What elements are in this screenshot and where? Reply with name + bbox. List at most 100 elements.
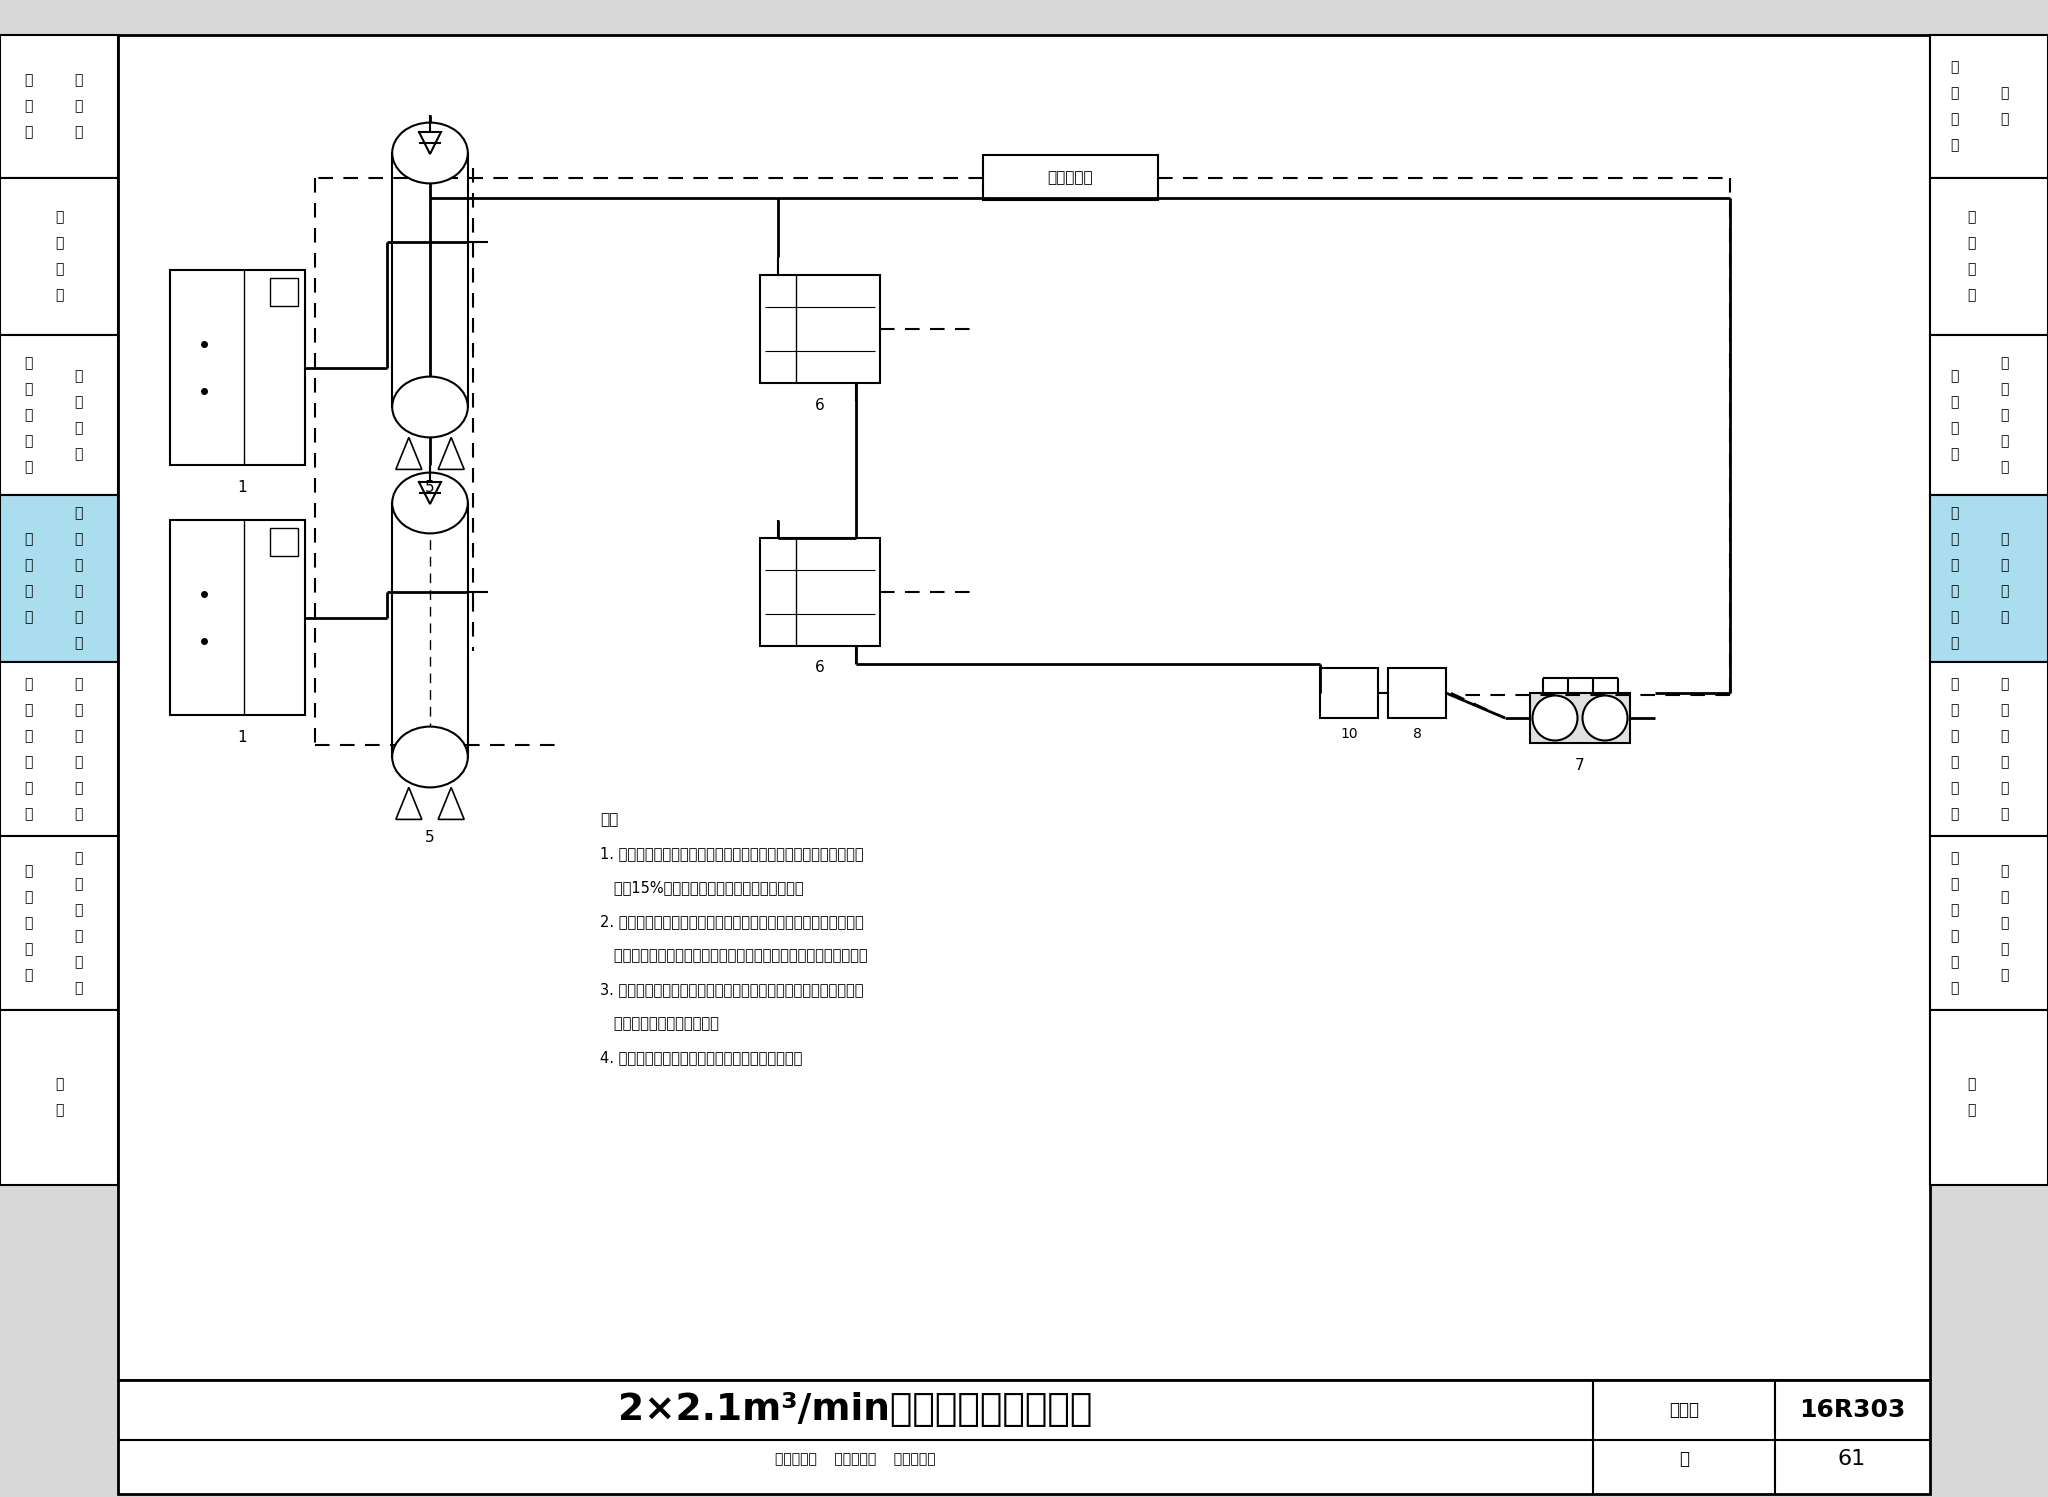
Text: 5: 5 [426, 829, 434, 844]
Text: 与: 与 [1999, 409, 2009, 422]
Text: 5: 5 [426, 481, 434, 496]
Text: 术: 术 [74, 448, 82, 461]
Text: 审核林向阳    校对袁白妹    设计马玉海: 审核林向阳 校对袁白妹 设计马玉海 [774, 1452, 936, 1466]
Bar [119, 1380, 1929, 1494]
Text: 术: 术 [55, 262, 63, 277]
Text: 目: 目 [1999, 87, 2009, 100]
Text: 1. 当设备、压缩空气总管处压力超出允许压力上限和低于额定压力: 1. 当设备、压缩空气总管处压力超出允许压力上限和低于额定压力 [600, 846, 864, 861]
Text: 注：: 注： [600, 813, 618, 828]
Text: 制: 制 [1950, 87, 1958, 100]
Bar [119, 34, 1929, 1380]
Bar [0, 496, 119, 662]
Ellipse shape [1583, 696, 1628, 741]
Bar [0, 34, 119, 178]
Polygon shape [438, 437, 465, 470]
Bar [0, 1010, 119, 1186]
Text: 工: 工 [25, 916, 33, 930]
Text: 示: 示 [25, 781, 33, 795]
Text: 设: 设 [74, 368, 82, 383]
Text: 原: 原 [25, 356, 33, 370]
Bar [760, 275, 881, 383]
Text: 相: 相 [1966, 211, 1974, 225]
Text: 计: 计 [1999, 558, 2009, 572]
Bar [1929, 496, 2048, 662]
Text: 录: 录 [55, 1103, 63, 1117]
Text: 点: 点 [1999, 460, 2009, 475]
Text: 施: 施 [25, 891, 33, 904]
Text: 体: 体 [1950, 807, 1958, 820]
Text: 则: 则 [1999, 382, 2009, 397]
Text: 末: 末 [25, 677, 33, 692]
Text: 院: 院 [1950, 704, 1958, 717]
Text: 例: 例 [25, 611, 33, 624]
Bar [1929, 178, 2048, 335]
Text: 要: 要 [1999, 434, 2009, 448]
Bar [0, 835, 119, 1010]
Text: 设: 设 [74, 955, 82, 969]
Text: 医: 医 [74, 729, 82, 743]
Text: 6: 6 [815, 660, 825, 675]
Text: 明: 明 [1950, 139, 1958, 153]
Text: 体: 体 [1950, 584, 1958, 599]
Text: 用: 用 [25, 754, 33, 769]
Text: 气: 气 [1950, 781, 1958, 795]
Bar [0, 335, 119, 496]
Bar [983, 156, 1157, 201]
Bar [0, 178, 119, 335]
Text: 相: 相 [55, 211, 63, 225]
Text: 信号传至空压机总控制筱。: 信号传至空压机总控制筱。 [600, 1016, 719, 1031]
Text: 明: 明 [1999, 969, 2009, 982]
Text: 应: 应 [25, 729, 33, 743]
Bar [270, 528, 299, 555]
Text: 录: 录 [1999, 112, 2009, 127]
Text: 10: 10 [1339, 728, 1358, 741]
Text: 体: 体 [74, 584, 82, 599]
Ellipse shape [393, 726, 467, 787]
Text: 说: 说 [1999, 942, 2009, 957]
Text: 计: 计 [1950, 981, 1958, 996]
Text: 与: 与 [25, 409, 33, 422]
Bar [270, 278, 299, 305]
Text: 说: 说 [1950, 112, 1958, 127]
Text: 1: 1 [238, 479, 248, 494]
Bar [1929, 335, 2048, 496]
Text: 使每台空压机设备交替投入运行，断电恢复后压缩机能自动启动。: 使每台空压机设备交替投入运行，断电恢复后压缩机能自动启动。 [600, 949, 868, 964]
Text: 气: 气 [74, 558, 82, 572]
Text: 医: 医 [1950, 850, 1958, 865]
Text: 编: 编 [1950, 60, 1958, 75]
Bar [0, 662, 119, 835]
Ellipse shape [393, 377, 467, 437]
Text: 房: 房 [74, 636, 82, 651]
Bar [760, 537, 881, 647]
Text: 工: 工 [1999, 916, 2009, 930]
Text: 例: 例 [1999, 807, 2009, 820]
Text: 端: 端 [1999, 704, 2009, 717]
Text: 用: 用 [1950, 533, 1958, 546]
Text: 编: 编 [25, 73, 33, 87]
Text: 用: 用 [1950, 754, 1958, 769]
Text: 气: 气 [1950, 558, 1958, 572]
Text: 要: 要 [25, 434, 33, 448]
Text: 附: 附 [1966, 1078, 1974, 1091]
Text: 设: 设 [1999, 533, 2009, 546]
Text: 附: 附 [55, 1078, 63, 1091]
Text: 用: 用 [74, 533, 82, 546]
Bar [1929, 1010, 2048, 1186]
Text: 站: 站 [1950, 611, 1958, 624]
Text: 计: 计 [74, 981, 82, 996]
Text: 6: 6 [815, 398, 825, 413]
Text: 用: 用 [74, 754, 82, 769]
Bar [393, 153, 467, 407]
Text: 例: 例 [25, 807, 33, 820]
Text: 设: 设 [25, 533, 33, 546]
Text: 点: 点 [25, 460, 33, 475]
Text: 院: 院 [74, 704, 82, 717]
Text: 用: 用 [74, 877, 82, 891]
Text: 2×2.1m³/min压缩空气站控制框图: 2×2.1m³/min压缩空气站控制框图 [618, 1392, 1092, 1428]
Text: 医: 医 [1950, 506, 1958, 521]
Text: 关: 关 [1966, 237, 1974, 250]
Text: 明: 明 [74, 126, 82, 139]
Text: 房: 房 [1950, 636, 1958, 651]
Bar [1530, 693, 1630, 743]
Text: 语: 语 [55, 289, 63, 302]
